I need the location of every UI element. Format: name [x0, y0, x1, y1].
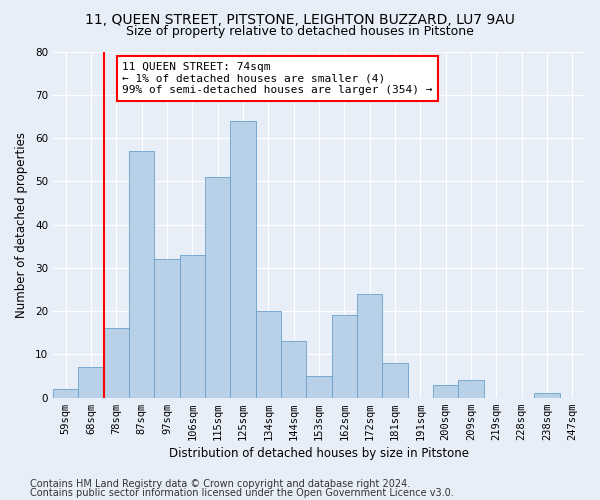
Bar: [281, 342, 306, 398]
Bar: [78, 368, 104, 398]
Bar: [306, 376, 332, 398]
Bar: [129, 151, 154, 398]
X-axis label: Distribution of detached houses by size in Pitstone: Distribution of detached houses by size …: [169, 447, 469, 460]
Y-axis label: Number of detached properties: Number of detached properties: [15, 132, 28, 318]
Bar: [53, 389, 78, 398]
Text: Contains HM Land Registry data © Crown copyright and database right 2024.: Contains HM Land Registry data © Crown c…: [30, 479, 410, 489]
Text: 11, QUEEN STREET, PITSTONE, LEIGHTON BUZZARD, LU7 9AU: 11, QUEEN STREET, PITSTONE, LEIGHTON BUZ…: [85, 12, 515, 26]
Bar: [179, 255, 205, 398]
Text: 11 QUEEN STREET: 74sqm
← 1% of detached houses are smaller (4)
99% of semi-detac: 11 QUEEN STREET: 74sqm ← 1% of detached …: [122, 62, 433, 95]
Bar: [382, 363, 407, 398]
Text: Contains public sector information licensed under the Open Government Licence v3: Contains public sector information licen…: [30, 488, 454, 498]
Bar: [535, 394, 560, 398]
Bar: [433, 384, 458, 398]
Bar: [205, 177, 230, 398]
Bar: [256, 311, 281, 398]
Bar: [458, 380, 484, 398]
Text: Size of property relative to detached houses in Pitstone: Size of property relative to detached ho…: [126, 25, 474, 38]
Bar: [154, 259, 179, 398]
Bar: [230, 120, 256, 398]
Bar: [357, 294, 382, 398]
Bar: [104, 328, 129, 398]
Bar: [332, 316, 357, 398]
